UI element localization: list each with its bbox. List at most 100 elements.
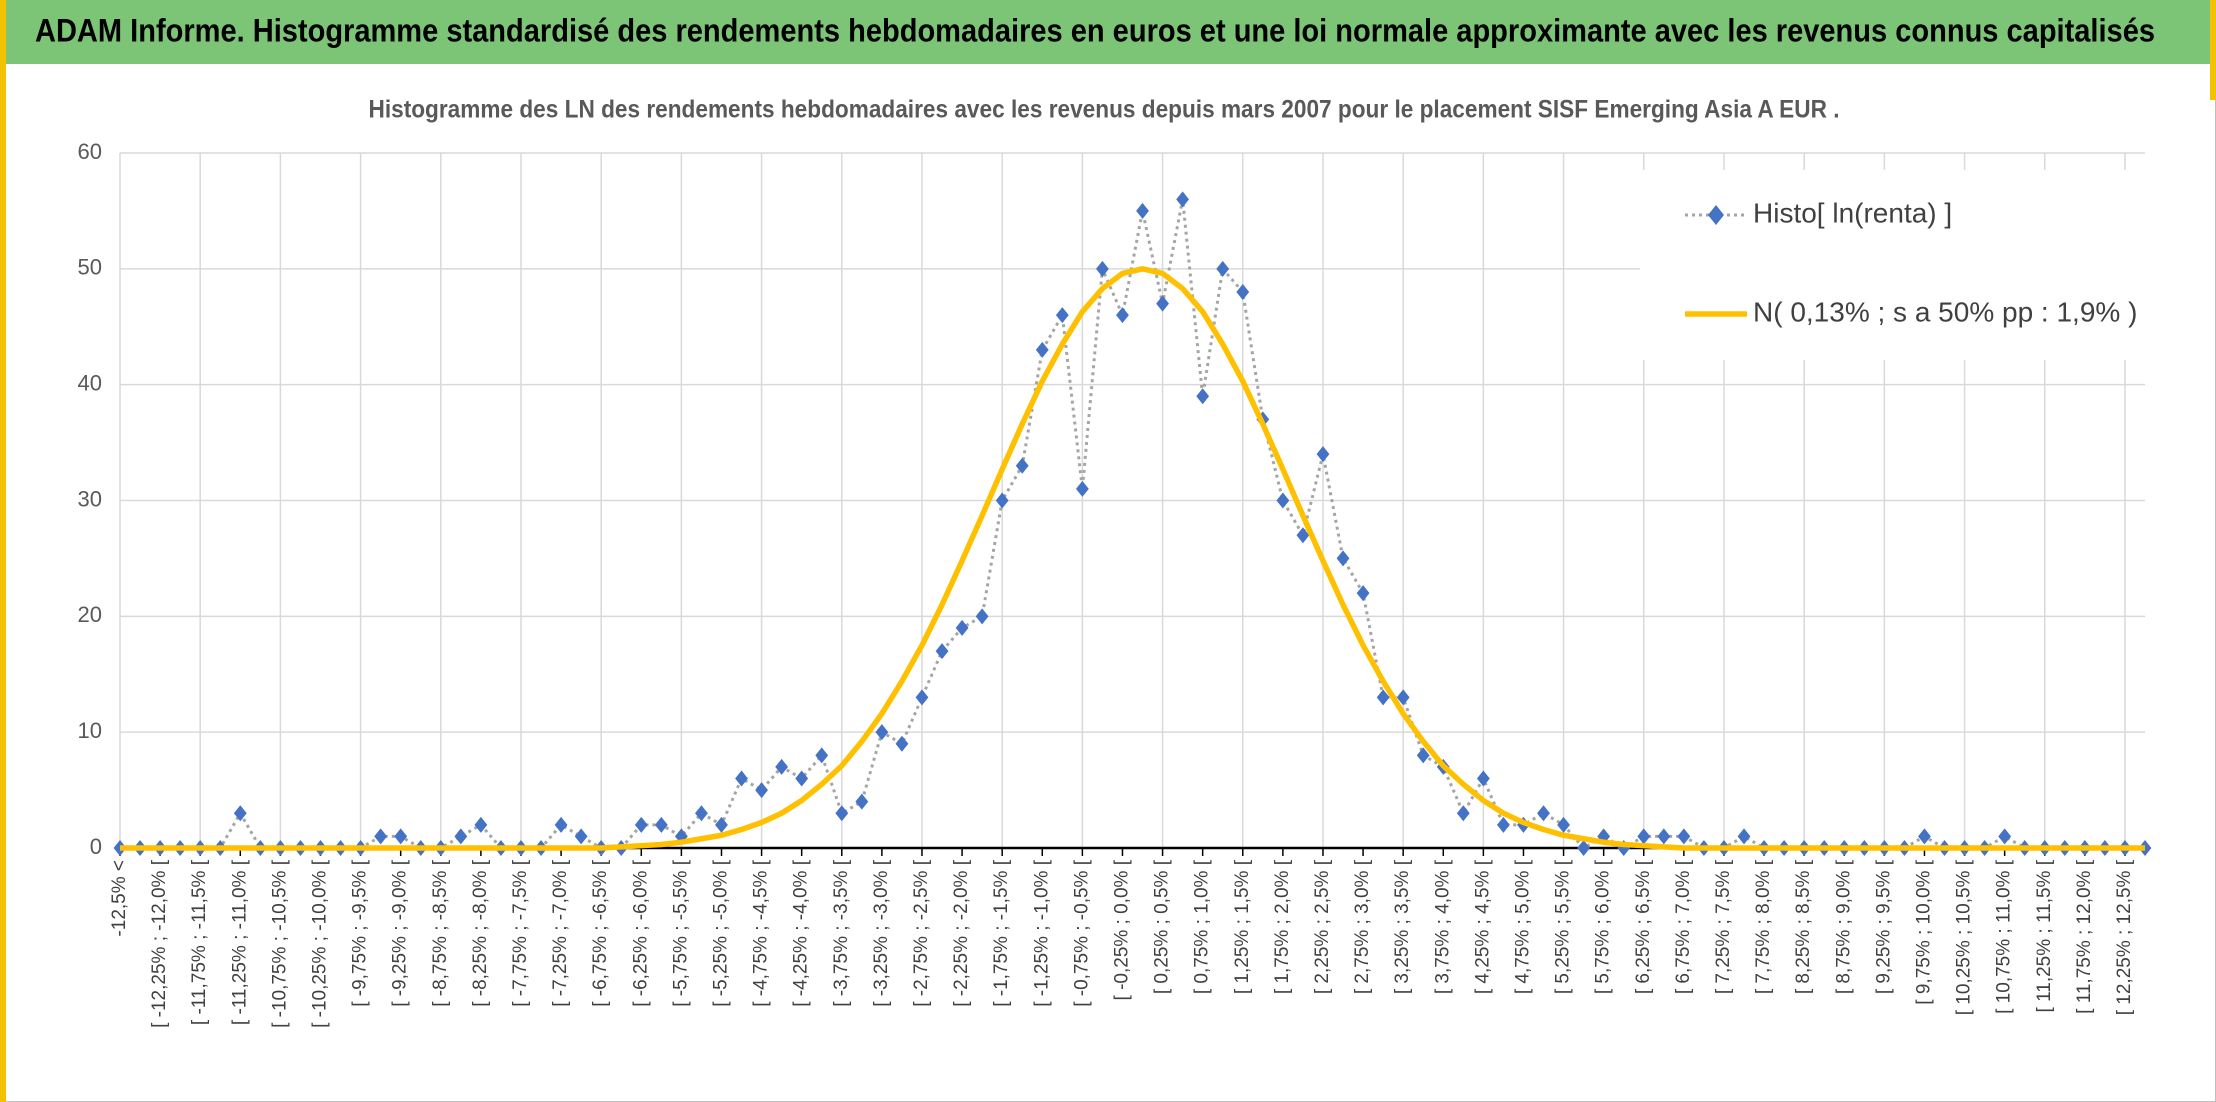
x-tick-label: [ 11,75% ; 12,0% [: [2074, 859, 2095, 1014]
data-point: [1396, 689, 1410, 706]
x-tick-label: [ 8,25% ; 8,5% [: [1793, 859, 1814, 994]
x-tick-label: [ 5,25% ; 5,5% [: [1553, 859, 1574, 994]
x-tick-label: [ -11,75% ; -11,5% [: [189, 859, 210, 1025]
x-tick-label: [ 4,25% ; 4,5% [: [1472, 859, 1493, 994]
x-tick-label: [ 1,25% ; 1,5% [: [1232, 859, 1253, 994]
x-tick-label: [ 12,25% ; 12,5% [: [2114, 859, 2135, 1015]
x-tick-label: [ -7,25% ; -7,0% [: [550, 859, 571, 1007]
x-tick-label: [ -9,75% ; -9,5% [: [350, 859, 371, 1007]
data-point: [715, 816, 728, 833]
data-point: [875, 724, 889, 741]
x-tick-label: [ 8,75% ; 9,0% [: [1833, 859, 1854, 994]
x-tick-label: [ 3,25% ; 3,5% [: [1392, 859, 1413, 994]
x-tick-label: [ 7,25% ; 7,5% [: [1713, 859, 1734, 994]
y-tick-label: 60: [78, 139, 102, 164]
data-point: [1236, 284, 1250, 300]
data-point: [374, 828, 388, 845]
data-point: [233, 805, 247, 822]
x-tick-label: [ -5,75% ; -5,5% [: [670, 859, 691, 1007]
x-tick-label: [ 4,75% ; 5,0% [: [1512, 859, 1533, 994]
data-point: [1316, 446, 1330, 463]
data-point: [1476, 770, 1490, 787]
legend-box: [1640, 170, 2148, 360]
data-point: [775, 758, 789, 775]
data-point: [955, 619, 969, 636]
data-point: [795, 770, 809, 787]
data-point: [895, 735, 909, 752]
x-tick-label: [ 1,75% ; 2,0% [: [1272, 859, 1293, 994]
legend-label: N( 0,13% ; s a 50% pp : 1,9% ): [1753, 296, 2137, 327]
data-point: [554, 816, 568, 833]
x-tick-label: [ 9,75% ; 10,0% [: [1913, 859, 1934, 1004]
x-tick-label: [ -4,25% ; -4,0% [: [791, 859, 812, 1007]
x-tick-label: [ -10,25% ; -10,0% [: [310, 859, 331, 1028]
x-tick-label: [ 0,75% ; 1,0% [: [1192, 859, 1213, 994]
data-point: [1657, 828, 1671, 845]
x-tick-label: [ 10,25% ; 10,5% [: [1954, 859, 1975, 1015]
chart-title: ADAM Informe. Histogramme standardisé de…: [35, 12, 2155, 48]
x-tick-label: [ 3,75% ; 4,0% [: [1432, 859, 1453, 994]
data-point: [1276, 492, 1290, 509]
y-tick-label: 20: [78, 602, 102, 627]
title-bar: [0, 0, 2216, 64]
data-point: [1075, 480, 1089, 497]
data-point: [695, 805, 708, 822]
x-tick-label: [ -0,25% ; 0,0% [: [1111, 859, 1132, 1000]
x-tick-label: [ -7,75% ; -7,5% [: [510, 859, 531, 1007]
data-point: [1356, 585, 1370, 602]
data-point: [1737, 828, 1751, 845]
x-tick-label: [ -3,75% ; -3,5% [: [831, 859, 852, 1007]
data-point: [1497, 816, 1510, 833]
x-tick-label: [ -2,25% ; -2,0% [: [951, 859, 972, 1007]
x-tick-label: [ 7,75% ; 8,0% [: [1753, 859, 1774, 994]
data-point: [394, 828, 408, 845]
data-point: [1196, 388, 1210, 405]
data-point: [474, 816, 488, 833]
data-point: [1416, 747, 1430, 764]
series-line: [120, 266, 2145, 851]
legend-label: Histo[ ln(renta) ]: [1753, 197, 1952, 228]
data-point: [1456, 805, 1470, 822]
data-point: [1918, 828, 1931, 845]
chart-subtitle: Histogramme des LN des rendements hebdom…: [369, 96, 1840, 124]
data-point: [1998, 828, 2012, 845]
x-tick-label: [ -8,75% ; -8,5% [: [430, 859, 451, 1007]
data-point: [574, 828, 588, 845]
data-point: [1677, 828, 1691, 845]
data-point: [1376, 689, 1390, 706]
data-point: [1296, 527, 1310, 544]
data-point: [1336, 550, 1350, 567]
data-point: [915, 689, 929, 706]
x-tick-label: [ 2,75% ; 3,0% [: [1352, 859, 1373, 994]
x-tick-label: [ -12,25% ; -12,0% [: [149, 859, 170, 1028]
x-tick-label: [ -3,25% ; -3,0% [: [871, 859, 892, 1007]
data-point: [1015, 457, 1029, 474]
data-point: [1176, 191, 1190, 208]
x-tick-label: [ 9,25% ; 9,5% [: [1873, 859, 1894, 994]
x-tick-label: [ 11,25% ; 11,5% [: [2034, 859, 2055, 1012]
data-point: [1537, 805, 1550, 822]
x-tick-label: [ 6,25% ; 6,5% [: [1633, 859, 1654, 994]
data-point: [735, 770, 748, 787]
x-tick-label: [ -6,25% ; -6,0% [: [630, 859, 651, 1007]
data-point: [975, 608, 989, 625]
y-tick-label: 0: [90, 834, 102, 859]
data-point: [1096, 260, 1109, 277]
x-tick-label: [ 5,75% ; 6,0% [: [1593, 859, 1614, 994]
x-tick-label: [ -1,25% ; -1,0% [: [1031, 859, 1052, 1007]
y-tick-label: 30: [78, 486, 102, 511]
x-tick-label: [ 2,25% ; 2,5% [: [1312, 859, 1333, 994]
data-point: [1557, 816, 1570, 833]
data-point: [755, 782, 768, 799]
x-tick-label: [ -11,25% ; -11,0% [: [229, 859, 250, 1025]
x-tick-label: [ -9,25% ; -9,0% [: [390, 859, 411, 1007]
data-point: [1577, 840, 1591, 856]
data-point: [1055, 307, 1069, 324]
x-tick-label: [ 0,25% ; 0,5% [: [1152, 859, 1173, 994]
x-tick-label: -12,5% <: [109, 860, 130, 937]
x-tick-label: [ 10,75% ; 11,0% [: [1994, 859, 2015, 1014]
y-tick-label: 10: [78, 718, 102, 743]
x-tick-label: [ -6,75% ; -6,5% [: [590, 859, 611, 1007]
data-point: [1035, 341, 1049, 358]
